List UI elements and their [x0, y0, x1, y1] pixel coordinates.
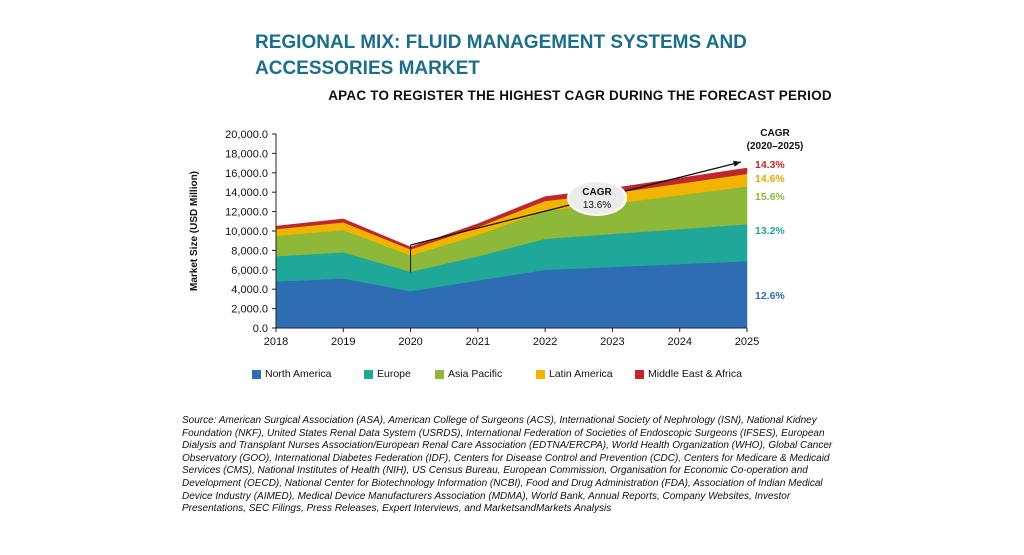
x-tick-label: 2021 — [466, 336, 490, 348]
legend-swatch — [536, 369, 545, 379]
y-tick-label: 8,000.0 — [231, 245, 268, 257]
source-note: Source: American Surgical Association (A… — [182, 415, 833, 515]
axes-layer: 0.0 2,000.0 4,000.0 6,000.0 8,000.0 10,000.0 1… — [189, 129, 759, 348]
x-tick-label: 2020 — [398, 336, 422, 348]
legend-label: North America — [265, 368, 332, 380]
cagr-label-middle-east-africa: 14.3% — [755, 159, 785, 171]
cagr-label-latin-america: 14.6% — [755, 173, 785, 185]
y-tick-label: 14,000.0 — [225, 187, 268, 199]
title-line-1: REGIONAL MIX: FLUID MANAGEMENT SYSTEMS A… — [255, 32, 747, 53]
x-tick-label: 2018 — [264, 336, 288, 348]
cagr-header: CAGR — [760, 128, 790, 139]
area-layer — [275, 167, 748, 329]
x-tick-label: 2022 — [533, 336, 557, 348]
y-tick-label: 16,000.0 — [225, 168, 268, 180]
cagr-bubble-label: CAGR — [582, 187, 612, 198]
legend: North America Europe Asia Pacific Latin Ame… — [252, 368, 772, 384]
legend-swatch — [252, 369, 261, 379]
area-middle-east-africa — [275, 167, 748, 250]
x-tick-label: 2025 — [735, 336, 759, 348]
cagr-header-period: (2020–2025) — [747, 141, 804, 152]
y-tick-label: 2,000.0 — [231, 304, 268, 316]
y-tick-label: 18,000.0 — [225, 148, 268, 160]
cagr-label-europe: 13.2% — [755, 225, 785, 237]
x-tick-label: 2024 — [667, 336, 691, 348]
title-line-2: ACCESSORIES MARKET — [255, 58, 480, 79]
legend-label: Latin America — [549, 368, 613, 380]
legend-label: Asia Pacific — [448, 368, 503, 380]
legend-item-europe: Europe — [364, 368, 411, 380]
cagr-bubble — [567, 180, 627, 216]
y-axis-label: Market Size (USD Million) — [189, 171, 200, 291]
y-tick-label: 12,000.0 — [225, 207, 268, 219]
y-tick-label: 4,000.0 — [231, 284, 268, 296]
y-tick-label: 20,000.0 — [225, 129, 268, 141]
x-tick-label: 2023 — [600, 336, 624, 348]
legend-item-middle-east-africa: Middle East & Africa — [635, 368, 742, 380]
chart-subtitle: APAC TO REGISTER THE HIGHEST CAGR DURING… — [328, 88, 832, 103]
legend-swatch — [635, 369, 644, 379]
y-tick-label: 0.0 — [253, 323, 268, 335]
legend-swatch — [435, 369, 444, 379]
cagr-arrow-head — [733, 160, 741, 167]
legend-item-asia-pacific: Asia Pacific — [435, 368, 502, 380]
legend-swatch — [364, 369, 373, 379]
legend-item-latin-america: Latin America — [536, 368, 613, 380]
chart-title: REGIONAL MIX: FLUID MANAGEMENT SYSTEMS A… — [255, 30, 815, 82]
cagr-bubble-value: 13.6% — [583, 200, 611, 211]
legend-label: Europe — [377, 368, 411, 380]
cagr-label-asia-pacific: 15.6% — [755, 191, 785, 203]
annotation-layer: CAGR 13.6% CAGR (2020–2025) 12.6% 13.2% 15.6% 1… — [410, 128, 804, 302]
legend-label: Middle East & Africa — [648, 368, 742, 380]
x-tick-label: 2019 — [331, 336, 355, 348]
y-tick-label: 10,000.0 — [225, 226, 268, 238]
y-tick-label: 6,000.0 — [231, 265, 268, 277]
cagr-label-north-america: 12.6% — [755, 290, 785, 302]
legend-item-north-america: North America — [252, 368, 332, 380]
